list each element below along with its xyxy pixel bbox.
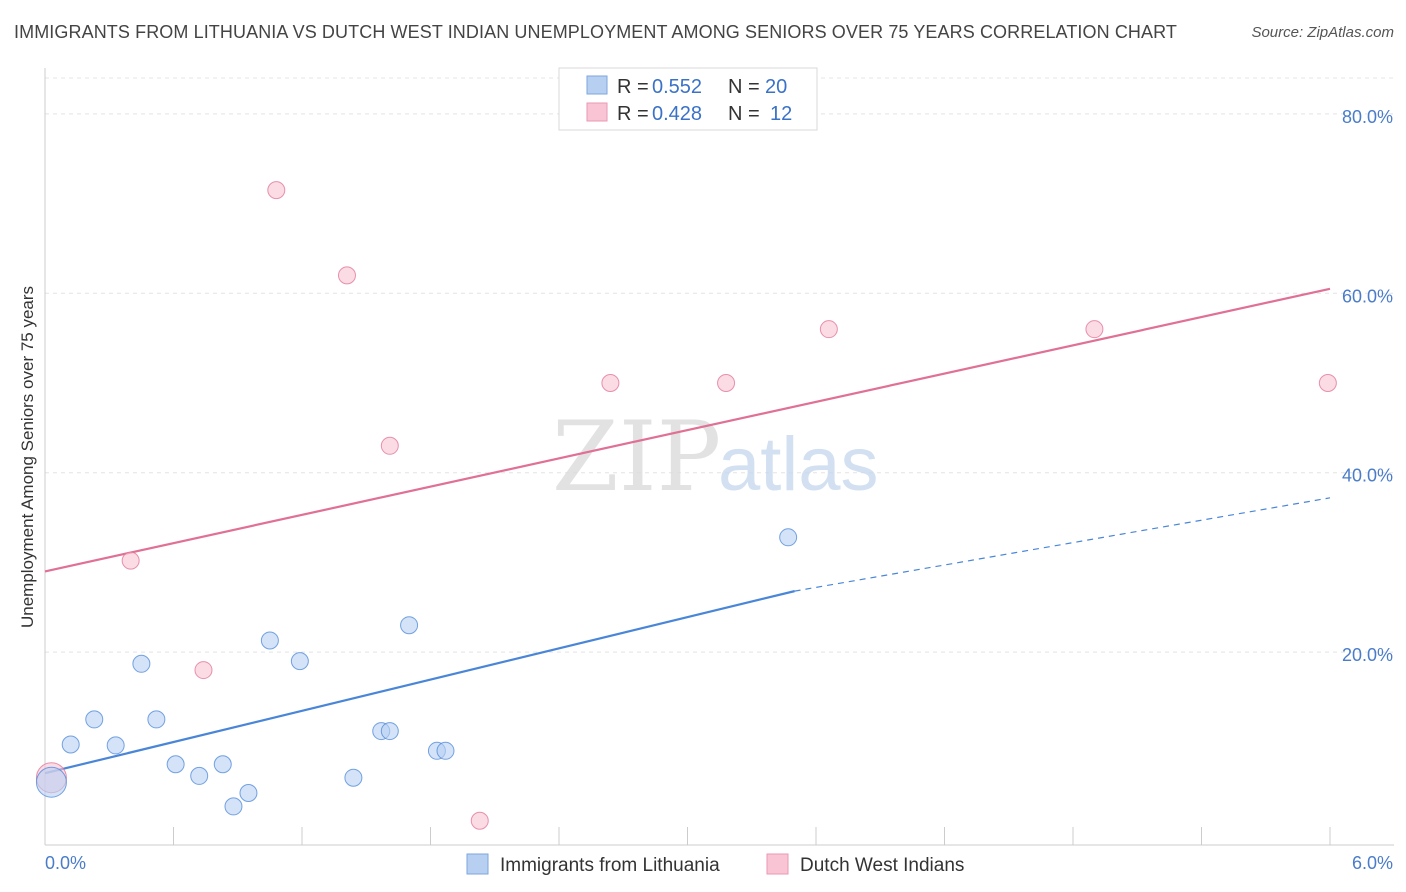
point-lithuania-10: [239, 783, 258, 802]
legend-swatch-dutch-west-indians: [586, 102, 608, 122]
x-tick-label-max: 6.0%: [1352, 853, 1393, 873]
point-lithuania-12: [290, 652, 309, 671]
point-dutch-west-indians-1: [121, 551, 140, 570]
watermark: ZIP atlas: [552, 401, 879, 513]
data-points: [35, 181, 1337, 830]
point-lithuania-8: [213, 755, 232, 774]
legend-n-label-lithuania: N =: [728, 76, 760, 98]
point-dutch-west-indians-6: [470, 811, 489, 830]
chart-source: Source: ZipAtlas.com: [1251, 24, 1394, 41]
legend-r-label-lithuania: R =: [617, 76, 649, 98]
point-lithuania-2: [85, 710, 104, 729]
x-tick-label-min: 0.0%: [45, 853, 86, 873]
legend-n-value-lithuania: 20: [765, 76, 787, 98]
legend-r-value-dutch-west-indians: 0.428: [652, 103, 702, 125]
point-lithuania-15: [380, 722, 399, 741]
point-lithuania-13: [344, 768, 363, 787]
legend-n-label-dutch-west-indians: N =: [728, 103, 760, 125]
trend-line-dutch-west-indians: [44, 287, 1331, 573]
point-lithuania-16: [400, 616, 419, 635]
watermark-zip: ZIP: [552, 401, 721, 513]
trend-line-lithuania: [44, 590, 795, 775]
point-lithuania-6: [166, 755, 185, 774]
legend-r-value-lithuania: 0.552: [652, 76, 702, 98]
series-legend: Immigrants from Lithuania Dutch West Ind…: [466, 853, 964, 876]
point-lithuania-9: [224, 797, 243, 816]
point-dutch-west-indians-8: [717, 374, 736, 393]
point-lithuania-4: [132, 654, 151, 673]
point-lithuania-19: [779, 528, 798, 547]
stats-legend: R = 0.552 N = 20 R = 0.428 N = 12: [558, 67, 818, 131]
y-axis-label: Unemployment Among Seniors over 75 years: [18, 286, 37, 628]
point-lithuania-11: [260, 631, 279, 650]
trend-line-lithuania-extension: [794, 497, 1331, 592]
y-tick-label-20: 20.0%: [1342, 645, 1393, 665]
bottom-legend-swatch-lithuania: [466, 853, 489, 875]
point-lithuania-18: [436, 741, 455, 760]
point-dutch-west-indians-11: [1318, 374, 1337, 393]
axes: [44, 68, 1394, 846]
point-dutch-west-indians-5: [380, 436, 399, 455]
legend-r-label-dutch-west-indians: R =: [617, 103, 649, 125]
bottom-legend-label-lithuania: Immigrants from Lithuania: [500, 855, 720, 876]
point-lithuania-0: [35, 766, 67, 798]
grid-lines: [45, 77, 1394, 653]
point-lithuania-3: [106, 736, 125, 755]
point-dutch-west-indians-10: [1085, 320, 1104, 339]
watermark-atlas: atlas: [718, 422, 879, 507]
y-tick-label-60: 60.0%: [1342, 286, 1393, 306]
bottom-legend-label-dutch-west-indians: Dutch West Indians: [800, 855, 964, 876]
point-dutch-west-indians-4: [337, 266, 356, 285]
point-dutch-west-indians-2: [194, 661, 213, 680]
trend-lines: [44, 287, 1331, 775]
tick-labels: 20.0% 40.0% 60.0% 80.0% 0.0% 6.0%: [45, 107, 1393, 873]
chart-title: IMMIGRANTS FROM LITHUANIA VS DUTCH WEST …: [14, 22, 1177, 42]
point-dutch-west-indians-7: [601, 374, 620, 393]
point-lithuania-1: [61, 735, 80, 754]
point-lithuania-5: [147, 710, 166, 729]
legend-swatch-lithuania: [586, 75, 608, 95]
point-lithuania-7: [190, 766, 209, 785]
legend-n-value-dutch-west-indians: 12: [770, 103, 792, 125]
y-tick-label-80: 80.0%: [1342, 107, 1393, 127]
y-tick-label-40: 40.0%: [1342, 466, 1393, 486]
point-dutch-west-indians-9: [819, 320, 838, 339]
bottom-legend-swatch-dutch-west-indians: [766, 853, 789, 875]
point-dutch-west-indians-3: [267, 181, 286, 200]
